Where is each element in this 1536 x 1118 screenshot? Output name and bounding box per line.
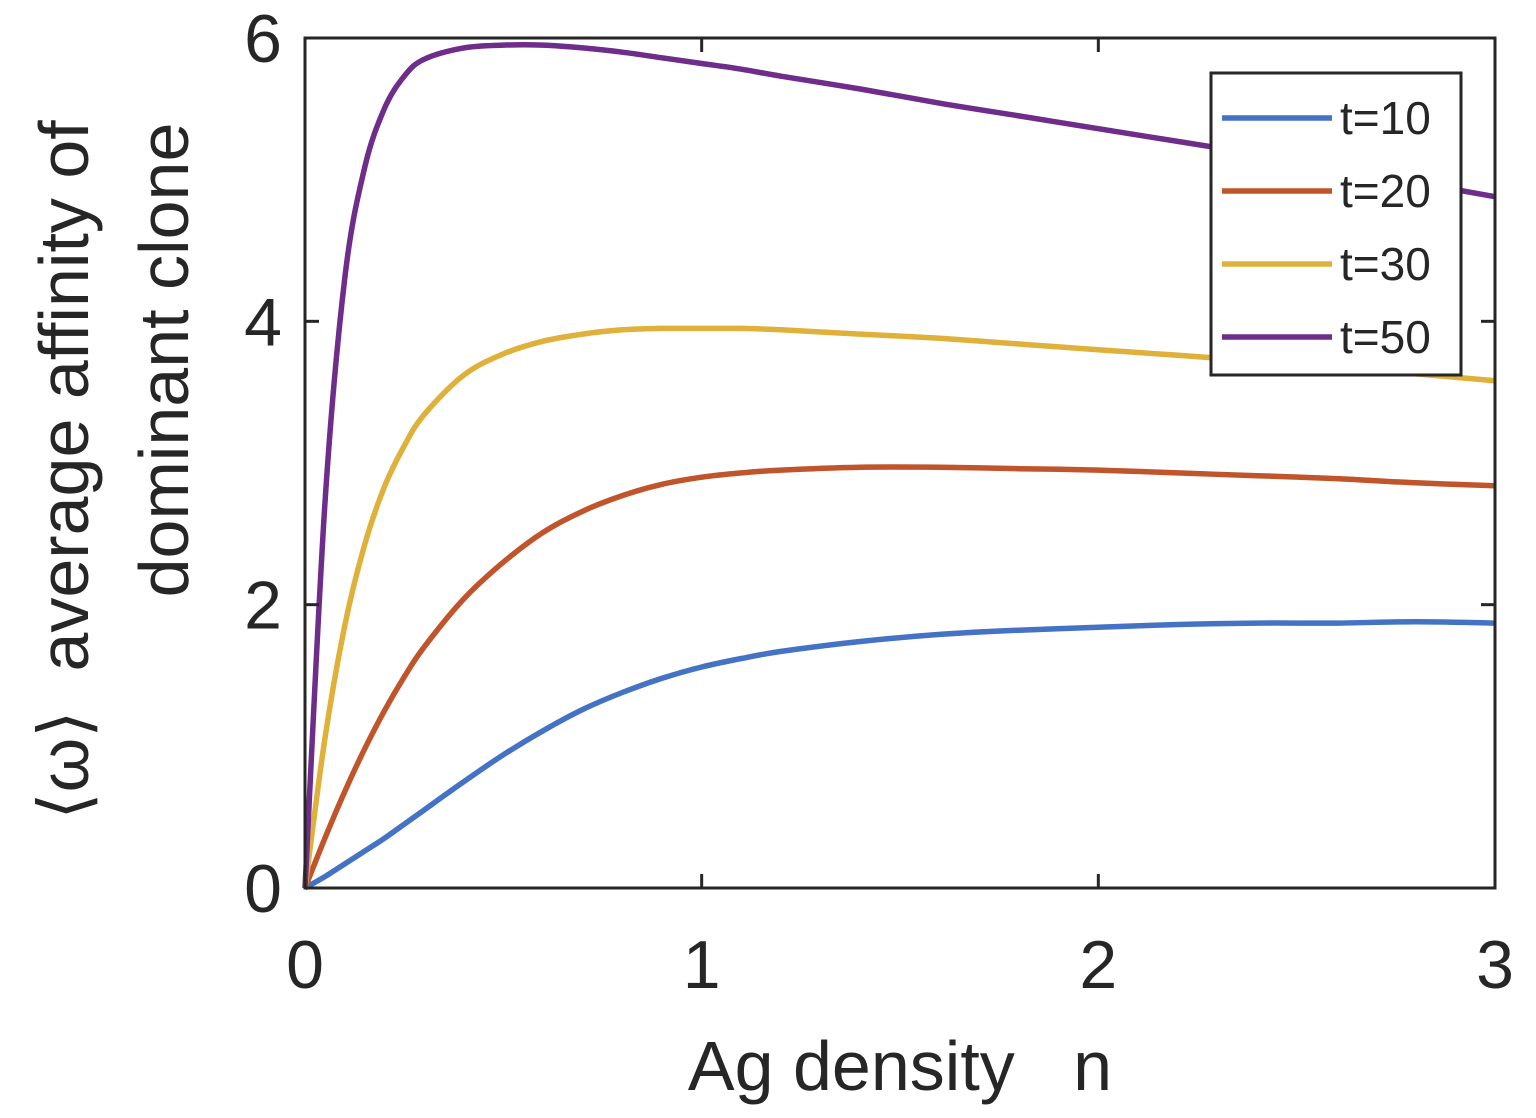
y-axis-label-line1: ⟨ω⟩ average affinity of bbox=[25, 120, 103, 820]
plot-frame bbox=[303, 36, 1497, 890]
x-tick-label-1: 1 bbox=[683, 927, 721, 1003]
legend-label-1: t=20 bbox=[1340, 165, 1431, 217]
series-line-2 bbox=[302, 325, 1496, 889]
y-tick-label-2: 4 bbox=[244, 284, 282, 360]
legend-label-3: t=50 bbox=[1340, 311, 1431, 363]
x-tick-label-3: 3 bbox=[1476, 927, 1514, 1003]
axis-ticks: 0 1 2 3 0 2 4 6 bbox=[244, 1, 1514, 1003]
series-line-1 bbox=[302, 464, 1496, 890]
x-axis-label: Ag density n bbox=[688, 1027, 1112, 1105]
x-tick-label-0: 0 bbox=[286, 927, 324, 1003]
legend-label-0: t=10 bbox=[1340, 92, 1431, 144]
y-tick-label-3: 6 bbox=[244, 1, 282, 77]
series-lines bbox=[302, 41, 1496, 891]
series-line-3 bbox=[302, 41, 1496, 889]
y-axis-label-line2: dominant clone bbox=[125, 123, 203, 598]
x-tick-label-2: 2 bbox=[1079, 927, 1117, 1003]
legend-box bbox=[1209, 71, 1463, 377]
series-line-0 bbox=[303, 618, 1496, 891]
y-tick-label-1: 2 bbox=[244, 568, 282, 644]
y-tick-label-0: 0 bbox=[244, 851, 282, 927]
legend: t=10 t=20 t=30 t=50 bbox=[1209, 71, 1463, 377]
legend-label-2: t=30 bbox=[1340, 238, 1431, 290]
